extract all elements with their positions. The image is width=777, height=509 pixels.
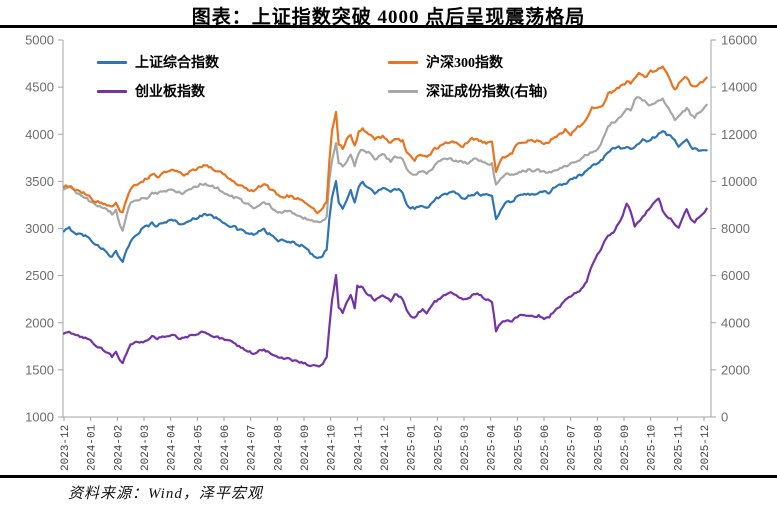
svg-text:6000: 6000: [721, 268, 750, 283]
svg-text:3500: 3500: [25, 174, 54, 189]
svg-text:2025-06: 2025-06: [540, 425, 552, 471]
svg-text:2024-02: 2024-02: [113, 425, 125, 471]
svg-text:2025-10: 2025-10: [647, 425, 659, 471]
svg-text:1500: 1500: [25, 362, 54, 377]
svg-text:2025-01: 2025-01: [407, 424, 419, 471]
svg-text:4000: 4000: [25, 127, 54, 142]
svg-text:2025-08: 2025-08: [593, 425, 605, 471]
svg-text:2500: 2500: [25, 268, 54, 283]
svg-text:3000: 3000: [25, 221, 54, 236]
svg-text:2023-12: 2023-12: [60, 425, 72, 471]
svg-text:2024-07: 2024-07: [247, 425, 259, 471]
chart-title: 图表：上证指数突破 4000 点后呈现震荡格局: [191, 7, 586, 28]
svg-text:2024-12: 2024-12: [380, 425, 392, 471]
svg-text:2025-02: 2025-02: [433, 425, 445, 471]
svg-text:2024-03: 2024-03: [140, 425, 152, 471]
data-source-note: 资料来源：Wind，泽平宏观: [68, 486, 263, 502]
svg-text:5000: 5000: [25, 33, 54, 48]
svg-text:10000: 10000: [721, 174, 757, 189]
svg-text:2025-05: 2025-05: [513, 425, 525, 471]
svg-text:2025-12: 2025-12: [700, 425, 712, 471]
title-divider-rule: [0, 25, 777, 28]
svg-text:2024-11: 2024-11: [353, 424, 365, 471]
svg-text:2024-09: 2024-09: [300, 425, 312, 471]
svg-text:2024-08: 2024-08: [273, 425, 285, 471]
svg-text:16000: 16000: [721, 33, 757, 48]
svg-text:2024-05: 2024-05: [193, 425, 205, 471]
svg-text:4000: 4000: [721, 315, 750, 330]
svg-text:12000: 12000: [721, 127, 757, 142]
svg-text:2024-01: 2024-01: [87, 424, 99, 471]
svg-text:8000: 8000: [721, 221, 750, 236]
svg-text:2024-10: 2024-10: [327, 425, 339, 471]
svg-text:4500: 4500: [25, 80, 54, 95]
svg-text:2025-03: 2025-03: [460, 425, 472, 471]
svg-text:2000: 2000: [25, 315, 54, 330]
svg-text:14000: 14000: [721, 80, 757, 95]
svg-text:2024-04: 2024-04: [167, 424, 179, 471]
svg-text:2025-04: 2025-04: [487, 424, 499, 471]
svg-text:1000: 1000: [25, 410, 54, 425]
svg-text:2025-11: 2025-11: [673, 424, 685, 471]
svg-text:2024-06: 2024-06: [220, 425, 232, 471]
footer-divider-rule: [0, 475, 777, 478]
svg-text:2025-07: 2025-07: [567, 425, 579, 471]
svg-text:0: 0: [721, 410, 728, 425]
svg-text:2000: 2000: [721, 362, 750, 377]
svg-text:2025-09: 2025-09: [620, 425, 632, 471]
